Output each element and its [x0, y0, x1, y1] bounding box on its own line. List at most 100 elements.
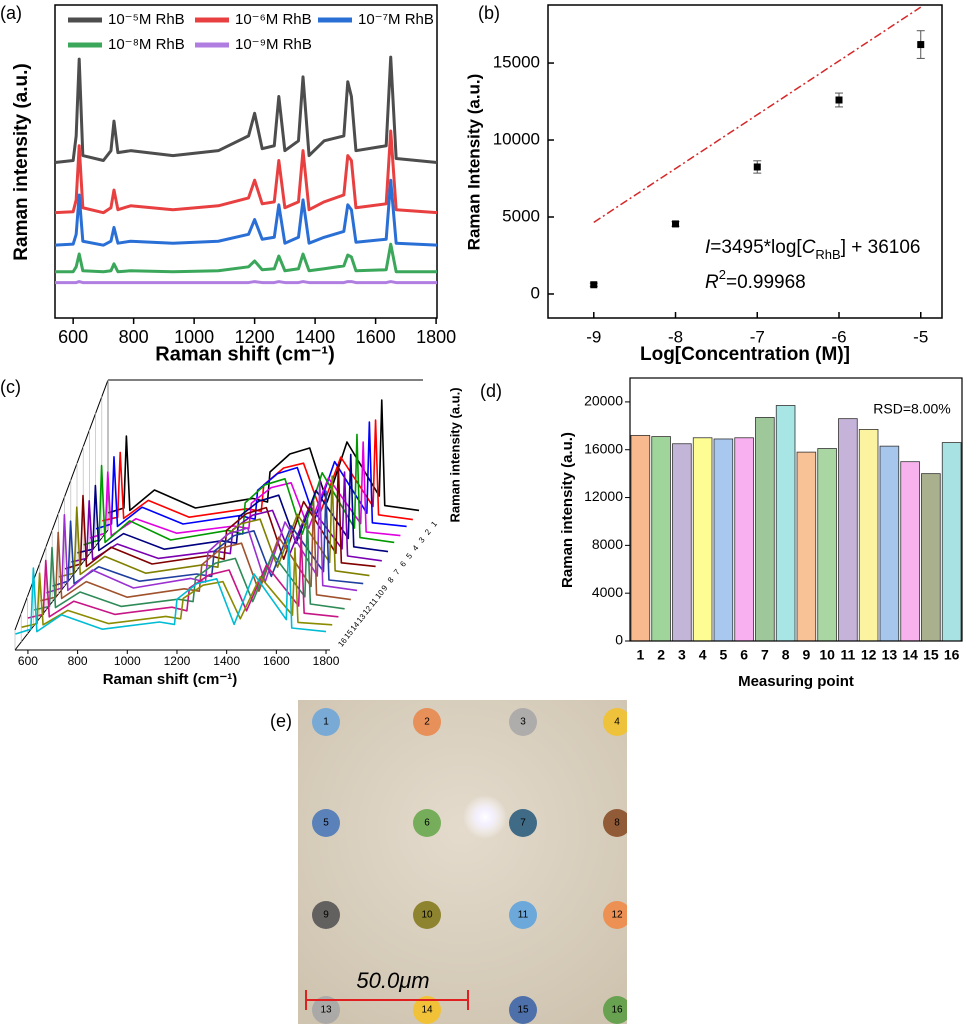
x-tick-label: -8: [668, 327, 683, 346]
x-tick-label: 8: [782, 647, 790, 663]
spectrum-line: [46, 480, 358, 594]
x-tick-label: 1200: [164, 654, 191, 668]
x-tick-label: 5: [719, 647, 727, 663]
light-spot: [463, 795, 507, 839]
bar: [858, 429, 879, 642]
bar: [734, 437, 754, 642]
bar: [630, 434, 651, 642]
y-tick-label: 0: [615, 632, 623, 648]
micrograph-background: [298, 700, 627, 1024]
spot-label: 9: [323, 910, 329, 921]
bar: [713, 438, 734, 642]
x-tick-label: -9: [586, 327, 601, 346]
x-tick-label: 10: [819, 647, 835, 663]
x-tick-label: 1: [636, 647, 644, 663]
measuring-spot: [312, 708, 340, 736]
bar: [817, 448, 837, 642]
bar: [672, 443, 692, 642]
x-tick-label: 1600: [263, 654, 290, 668]
panel-label: (d): [480, 381, 502, 401]
scale-bar-label: 50.0μm: [356, 968, 429, 993]
y-axis-title: Raman intensity (a.u.): [447, 387, 462, 522]
annotation-part: R: [705, 272, 719, 293]
measuring-spot: [413, 901, 441, 929]
y-tick-label: 0: [531, 283, 540, 302]
x-tick-label: -7: [750, 327, 765, 346]
spot-label: 12: [611, 910, 623, 921]
spot-label: 11: [518, 910, 529, 921]
data-point: [835, 96, 843, 104]
x-tick-label: 600: [58, 327, 88, 347]
data-point: [672, 220, 680, 228]
x-tick-label: 6: [740, 647, 748, 663]
panel-label: (c): [0, 377, 21, 397]
bar: [921, 473, 941, 642]
x-axis-title: Measuring point: [738, 673, 854, 690]
x-tick-label: 1000: [174, 327, 214, 347]
series-label: 8: [386, 575, 396, 585]
spot-label: 8: [614, 818, 620, 829]
x-tick-label: 15: [923, 647, 939, 663]
series-label: 5: [404, 551, 414, 561]
spot-label: 16: [611, 1005, 623, 1016]
measuring-spot: [509, 901, 537, 929]
x-tick-label: 1200: [235, 327, 275, 347]
fit-annotation: I=3495*log[CRhB] + 36106: [705, 237, 921, 262]
annotation-part: 2: [719, 267, 726, 282]
measuring-spot: [603, 901, 627, 929]
bar: [900, 461, 920, 642]
annotation-part: =3495*log[: [710, 237, 802, 258]
x-tick-label: 1000: [114, 654, 141, 668]
spot-label: 5: [323, 818, 329, 829]
plot-frame: [547, 4, 943, 319]
bar: [879, 445, 900, 642]
series-label: 1: [429, 519, 439, 529]
spectrum-line: [54, 178, 438, 247]
series-label: 9: [380, 583, 390, 593]
x-tick-label: 1600: [356, 327, 396, 347]
legend-label: 10⁻⁵M RhB: [108, 11, 185, 28]
spectrum-line: [108, 399, 420, 514]
x-tick-label: -5: [913, 327, 928, 346]
x-tick-label: 9: [802, 647, 810, 663]
data-point: [917, 41, 925, 49]
spectrum-line: [27, 533, 339, 619]
measuring-spot: [413, 708, 441, 736]
legend-label: 10⁻⁷M RhB: [358, 11, 434, 28]
y-tick-label: 10000: [493, 130, 540, 149]
spectrum-line: [21, 547, 333, 628]
spot-label: 14: [421, 1005, 433, 1016]
y-tick-label: 4000: [592, 584, 623, 600]
annotation-part: =0.99968: [726, 272, 806, 293]
x-tick-label: 14: [902, 647, 918, 663]
annotation: RSD=8.00%: [873, 401, 950, 417]
spot-label: 2: [424, 717, 430, 728]
measuring-spot: [413, 996, 441, 1024]
x-tick-label: 1800: [416, 327, 456, 347]
data-point: [753, 163, 761, 171]
legend-label: 10⁻⁹M RhB: [235, 36, 312, 53]
y-tick-label: 12000: [584, 488, 623, 504]
measuring-spot: [413, 809, 441, 837]
bar: [692, 437, 713, 642]
measuring-spot: [509, 708, 537, 736]
x-tick-label: 16: [944, 647, 960, 663]
measuring-spot: [509, 809, 537, 837]
bar: [941, 442, 962, 642]
spot-label: 13: [320, 1005, 332, 1016]
spectrum-line: [83, 433, 395, 546]
spectrum-line: [15, 537, 327, 635]
x-axis-title: Raman shift (cm⁻¹): [103, 671, 238, 688]
spot-label: 6: [424, 818, 430, 829]
spectrum-line: [55, 242, 437, 274]
spectrum-line: [54, 129, 438, 215]
measuring-spot: [312, 809, 340, 837]
x-tick-label: 4: [699, 647, 707, 663]
spot-label: 1: [323, 717, 329, 728]
bar: [838, 418, 858, 642]
spectrum-line: [89, 441, 401, 539]
x-tick-label: 1800: [313, 654, 340, 668]
series-label: 6: [398, 559, 408, 569]
annotation-part: I: [705, 237, 711, 258]
